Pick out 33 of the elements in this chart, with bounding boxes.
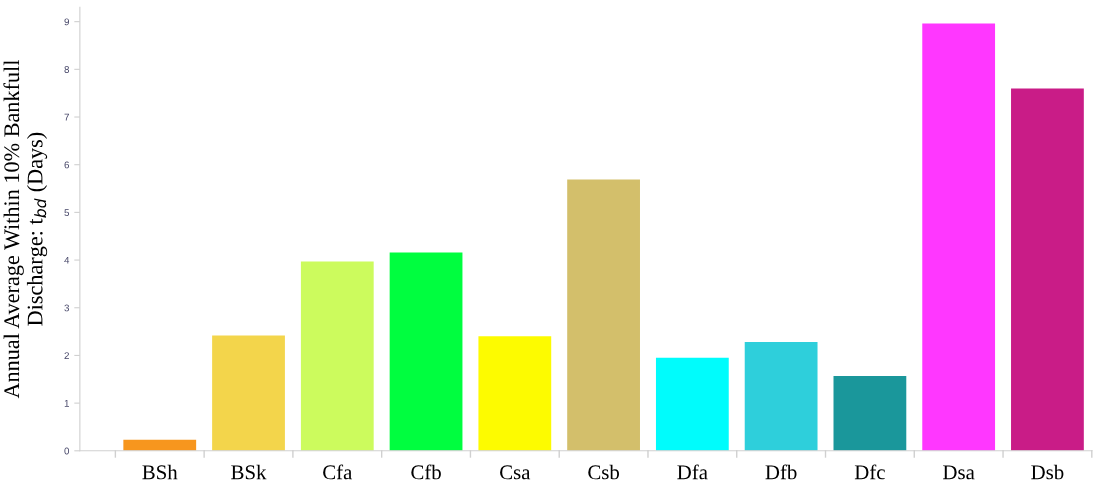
bar (567, 179, 640, 451)
y-tick-label: 3 (64, 304, 70, 312)
bar (212, 335, 285, 451)
y-tick-label: 6 (64, 161, 70, 169)
bar (655, 357, 729, 451)
x-tick-label: Dsa (943, 465, 975, 480)
x-tick-label: Csb (588, 464, 620, 480)
bar (389, 252, 463, 451)
bar (123, 439, 197, 451)
y-tick-label: 4 (64, 256, 70, 264)
x-tick-label: Cfb (411, 464, 441, 480)
y-tick-label: 5 (64, 209, 70, 216)
bar (300, 261, 374, 451)
x-tick-label: Cfa (323, 464, 353, 480)
x-tick-label: BSk (231, 464, 267, 480)
y-tick-label: 1 (64, 399, 69, 407)
x-tick-label: Dfc (854, 464, 885, 480)
x-tick-label: Csa (500, 465, 531, 480)
y-tick-label: 2 (64, 352, 69, 359)
x-tick-label: BSh (142, 464, 178, 480)
bar (833, 375, 907, 451)
y-tick-label: 9 (64, 18, 69, 26)
bar (1011, 88, 1084, 451)
y-axis-title: Annual Average Within 10% Bankfull Discharge: t$_{bd}$ (Days) (3, 60, 48, 399)
x-tick-label: Dfa (677, 464, 708, 480)
bar (478, 336, 552, 451)
y-tick-label: 0 (64, 447, 70, 455)
y-tick-label: 7 (64, 113, 69, 121)
bar (922, 23, 996, 451)
x-tick-label: Dsb (1031, 464, 1064, 480)
y-tick-label: 8 (64, 66, 70, 73)
bar (744, 342, 818, 451)
x-tick-label: Dfb (765, 464, 797, 480)
